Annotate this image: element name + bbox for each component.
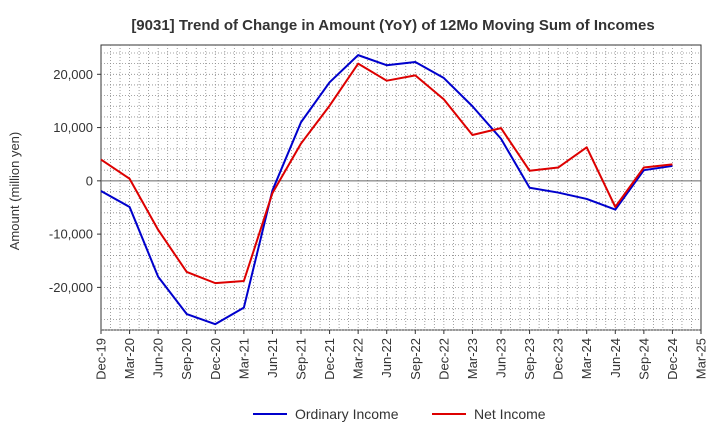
x-tick-label: Jun-23 (494, 338, 509, 378)
y-tick-label: -20,000 (49, 280, 93, 295)
x-tick-label: Mar-21 (236, 338, 251, 379)
x-tick-label: Sep-20 (179, 338, 194, 380)
x-tick-label: Mar-24 (579, 338, 594, 379)
plot-frame (100, 44, 702, 331)
x-tick-label: Sep-21 (294, 338, 309, 380)
legend: Ordinary Income Net Income (253, 406, 546, 422)
plot-area (100, 44, 702, 331)
x-tick-label: Dec-24 (665, 338, 680, 380)
legend-label-ordinary-income: Ordinary Income (295, 406, 399, 422)
x-tick-label: Mar-23 (465, 338, 480, 379)
y-tick-label: -10,000 (49, 227, 93, 242)
grid-lines (101, 45, 701, 331)
y-tick-label: 10,000 (53, 120, 93, 135)
x-tick-label: Dec-20 (208, 338, 223, 380)
x-tick-label: Sep-24 (636, 338, 651, 380)
x-tick-label: Dec-23 (551, 338, 566, 380)
y-axis-ticks: -20,000 -10,000 0 10,000 20,000 (49, 67, 101, 295)
y-tick-label: 0 (86, 173, 93, 188)
series-line-ordinary-income (100, 54, 673, 326)
x-tick-label: Dec-19 (94, 338, 109, 380)
x-tick-label: Jun-21 (265, 338, 280, 378)
series-lines (100, 54, 673, 326)
x-tick-label: Mar-22 (351, 338, 366, 379)
x-tick-label: Jun-22 (379, 338, 394, 378)
legend-label-net-income: Net Income (474, 406, 546, 422)
y-axis-label: Amount (million yen) (7, 132, 22, 251)
x-tick-label: Mar-25 (694, 338, 709, 379)
x-tick-label: Jun-24 (608, 338, 623, 378)
x-tick-label: Sep-22 (408, 338, 423, 380)
x-tick-label: Jun-20 (151, 338, 166, 378)
series-line-net-income (100, 62, 673, 285)
chart-title: [9031] Trend of Change in Amount (YoY) o… (131, 17, 654, 34)
x-axis-ticks: Dec-19 Mar-20 Jun-20 Sep-20 Dec-20 Mar-21 Jun-… (94, 330, 709, 380)
x-tick-label: Dec-21 (322, 338, 337, 380)
y-tick-label: 20,000 (53, 67, 93, 82)
x-tick-label: Sep-23 (522, 338, 537, 380)
x-tick-label: Dec-22 (436, 338, 451, 380)
x-tick-label: Mar-20 (122, 338, 137, 379)
